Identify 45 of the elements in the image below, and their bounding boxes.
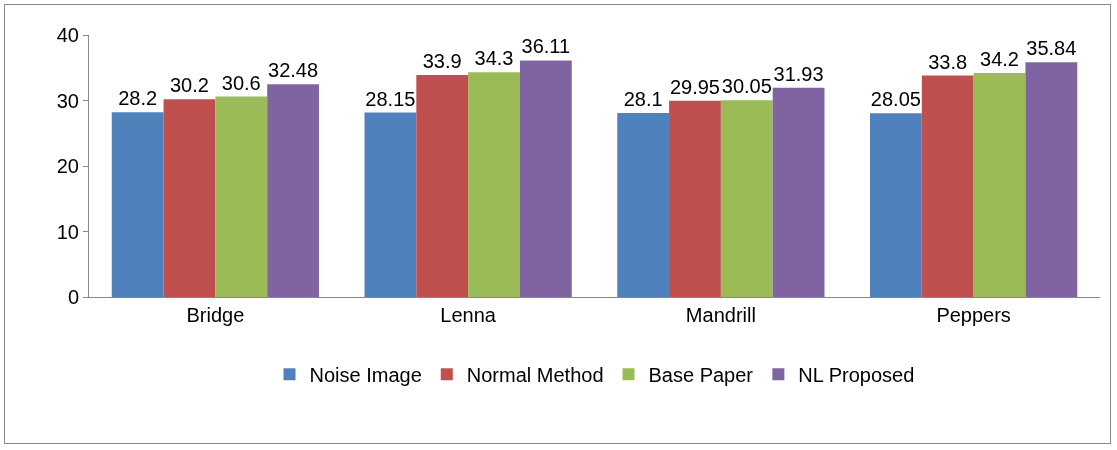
bar [617, 112, 670, 297]
bar [519, 60, 572, 297]
x-tick-label: Peppers [936, 304, 1011, 326]
legend-label: NL Proposed [798, 363, 915, 386]
data-label: 33.9 [422, 49, 462, 72]
y-tick-label: 0 [67, 286, 79, 308]
bar [772, 87, 825, 297]
legend-label: Base Paper [648, 363, 754, 386]
bar [870, 113, 922, 297]
data-label: 28.2 [118, 87, 158, 110]
data-label: 36.11 [521, 35, 571, 58]
bar [1025, 62, 1078, 297]
y-tick-label: 10 [56, 220, 79, 243]
bar [720, 100, 773, 297]
data-label: 31.93 [773, 62, 824, 85]
data-label: 28.05 [870, 88, 921, 111]
bar [267, 84, 319, 297]
y-tick-label: 20 [56, 155, 79, 177]
bar [364, 112, 417, 297]
bar [163, 99, 216, 297]
data-label: 28.15 [365, 87, 416, 110]
data-label: 35.84 [1026, 37, 1077, 60]
y-tick-label: 40 [56, 24, 79, 46]
y-tick-label: 30 [56, 89, 79, 112]
data-label: 34.3 [474, 47, 514, 70]
data-label: 30.6 [221, 71, 261, 94]
bar [973, 72, 1026, 297]
data-label: 30.2 [170, 74, 209, 97]
data-label: 28.1 [623, 87, 663, 110]
data-label: 29.95 [669, 75, 720, 98]
bar [215, 96, 268, 297]
data-label: 32.48 [268, 59, 319, 82]
bar [416, 74, 469, 297]
x-tick-label: Bridge [186, 304, 245, 326]
data-label: 30.05 [721, 75, 772, 98]
x-tick-label: Lenna [440, 304, 497, 326]
x-tick-label: Mandrill [685, 304, 756, 326]
bar [111, 112, 164, 297]
data-label: 34.2 [980, 47, 1019, 70]
legend-label: Normal Method [466, 363, 604, 386]
bar [669, 100, 721, 297]
legend-label: Noise Image [309, 363, 422, 386]
bar [468, 72, 520, 297]
data-label: 33.8 [928, 50, 968, 73]
bar [921, 75, 974, 297]
